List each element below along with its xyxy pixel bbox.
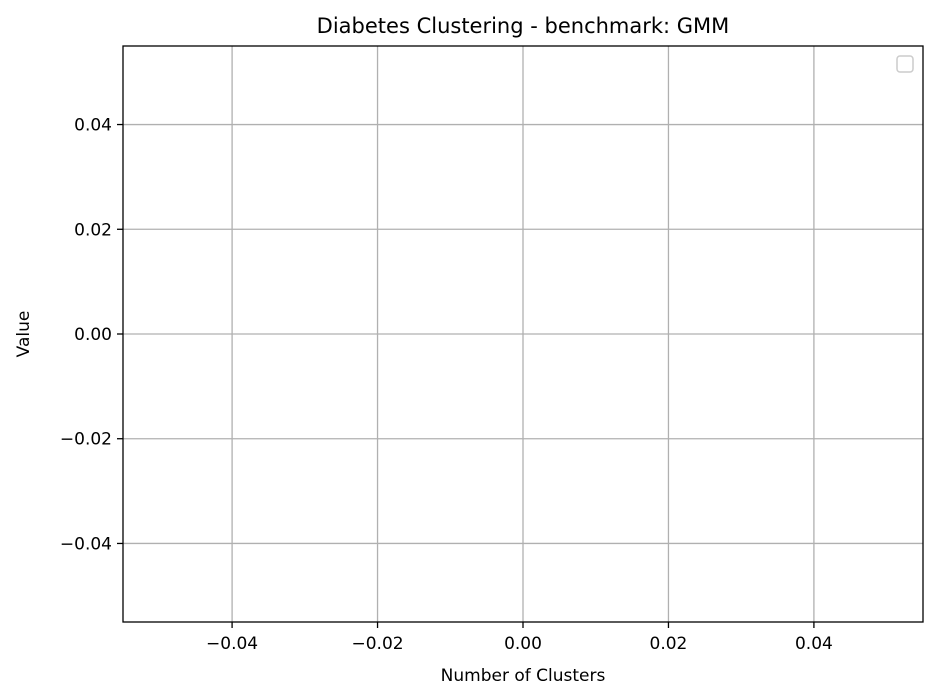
legend-box [896,55,914,73]
chart-title: Diabetes Clustering - benchmark: GMM [317,14,730,38]
y-gridlines [123,123,923,545]
x-axis-label: Number of Clusters [441,666,606,686]
x-tick-label: 0.00 [504,634,542,654]
y-tick-label: 0.04 [74,116,112,136]
x-axis-ticks: −0.04 −0.02 0.00 0.02 0.04 [206,622,833,654]
x-tick-label: 0.02 [650,634,688,654]
y-axis-label: Value [14,311,34,358]
y-tick-label: 0.00 [74,325,112,345]
y-axis-ticks: 0.04 0.02 0.00 −0.02 −0.04 [60,116,123,554]
y-tick-label: 0.02 [74,220,112,240]
x-tick-label: −0.04 [206,634,258,654]
x-tick-label: −0.02 [351,634,403,654]
x-tick-label: 0.04 [795,634,833,654]
y-tick-label: −0.04 [60,534,112,554]
y-tick-label: −0.02 [60,430,112,450]
